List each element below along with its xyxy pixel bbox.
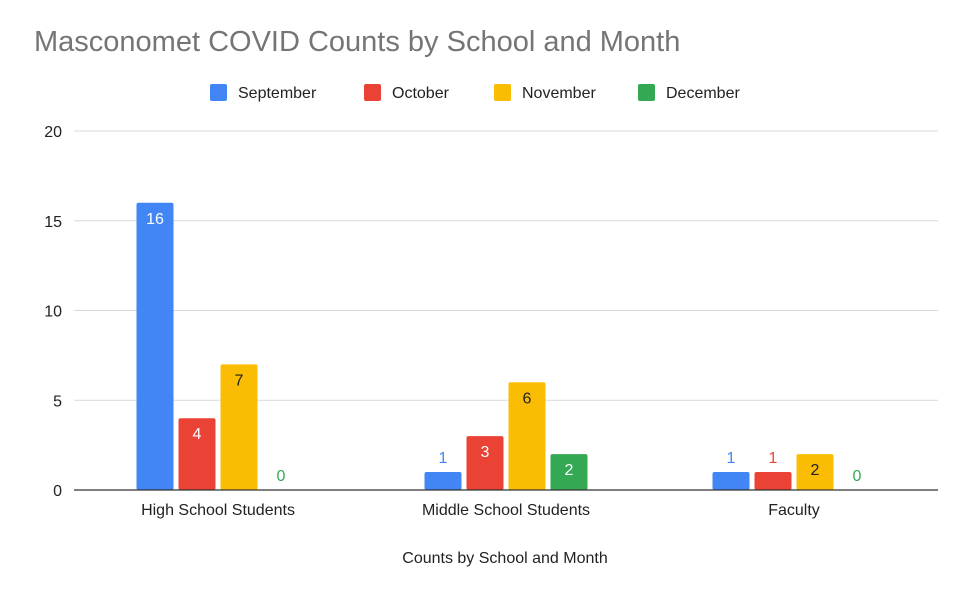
- data-label: 16: [146, 211, 164, 228]
- bar: [754, 472, 792, 490]
- data-label: 7: [235, 372, 244, 389]
- legend-swatch: [210, 84, 227, 101]
- y-tick-label: 15: [44, 214, 62, 231]
- data-label: 2: [565, 462, 574, 479]
- data-label: 1: [769, 450, 778, 467]
- bar: [220, 364, 258, 490]
- data-label: 4: [193, 426, 202, 443]
- x-tick-label: Faculty: [768, 502, 820, 519]
- data-label: 0: [277, 468, 286, 485]
- legend-label: September: [238, 85, 317, 102]
- legend-swatch: [494, 84, 511, 101]
- data-label: 0: [853, 468, 862, 485]
- bar: [550, 454, 588, 490]
- bar: [712, 472, 750, 490]
- y-tick-label: 10: [44, 304, 62, 321]
- data-label: 1: [439, 450, 448, 467]
- data-label: 1: [727, 450, 736, 467]
- bar: [796, 454, 834, 490]
- y-tick-label: 20: [44, 124, 62, 141]
- chart-title: Masconomet COVID Counts by School and Mo…: [34, 26, 681, 58]
- y-tick-label: 0: [53, 483, 62, 500]
- data-label: 2: [811, 462, 820, 479]
- bar: [424, 472, 462, 490]
- bar: [178, 418, 216, 490]
- legend-swatch: [364, 84, 381, 101]
- data-label: 3: [481, 444, 490, 461]
- y-tick-label: 5: [53, 393, 62, 410]
- x-tick-label: High School Students: [141, 502, 295, 519]
- legend-swatch: [638, 84, 655, 101]
- legend-label: November: [522, 85, 596, 102]
- bar: [136, 202, 174, 491]
- x-tick-label: Middle School Students: [422, 502, 590, 519]
- x-axis-title: Counts by School and Month: [402, 550, 607, 567]
- bar: [466, 436, 504, 490]
- bar: [508, 382, 546, 490]
- legend-label: December: [666, 85, 740, 102]
- legend-label: October: [392, 85, 450, 102]
- data-label: 6: [523, 390, 532, 407]
